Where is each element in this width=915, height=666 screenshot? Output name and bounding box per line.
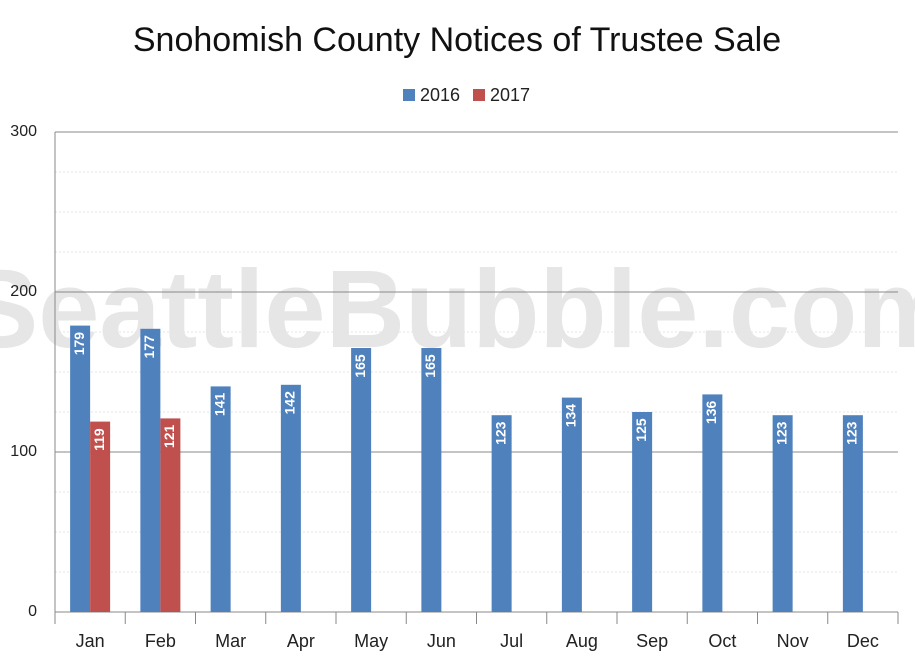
y-tick-label: 100	[10, 443, 37, 460]
value-label: 121	[161, 425, 177, 449]
value-label: 179	[71, 332, 87, 356]
chart-title: Snohomish County Notices of Trustee Sale	[133, 21, 781, 59]
value-label: 134	[563, 404, 579, 428]
bar	[90, 421, 111, 612]
bar	[632, 412, 653, 612]
bar	[210, 386, 231, 612]
y-tick-label: 200	[10, 283, 37, 300]
bar	[491, 415, 512, 612]
value-label: 141	[211, 393, 227, 417]
value-label: 136	[703, 401, 719, 425]
value-label: 123	[844, 421, 860, 445]
x-tick-label: Jun	[427, 631, 456, 651]
x-tick-label: Mar	[215, 631, 246, 651]
x-tick-label: Jan	[76, 631, 105, 651]
value-label: 165	[352, 354, 368, 378]
y-tick-label: 300	[10, 123, 37, 140]
value-label: 123	[492, 421, 508, 445]
bar	[421, 348, 442, 612]
x-tick-label: Oct	[708, 631, 736, 651]
value-label: 123	[773, 421, 789, 445]
value-label: 119	[91, 428, 107, 451]
bar	[702, 394, 723, 612]
legend-label: 2016	[420, 85, 460, 105]
bar	[772, 415, 793, 612]
value-label: 142	[282, 391, 298, 415]
value-label: 165	[422, 354, 438, 378]
x-tick-label: Feb	[145, 631, 176, 651]
bar	[351, 348, 372, 612]
value-label: 177	[141, 335, 157, 359]
legend-swatch	[403, 89, 415, 101]
x-tick-label: Sep	[636, 631, 668, 651]
legend-swatch	[473, 89, 485, 101]
bar	[160, 418, 181, 612]
legend-label: 2017	[490, 85, 530, 105]
x-tick-label: Aug	[566, 631, 598, 651]
y-tick-label: 0	[28, 603, 37, 620]
bar	[280, 384, 301, 612]
bar	[140, 328, 161, 612]
x-tick-label: Nov	[777, 631, 809, 651]
value-label: 125	[633, 418, 649, 442]
x-tick-label: Jul	[500, 631, 523, 651]
x-tick-label: Apr	[287, 631, 315, 651]
bar	[842, 415, 863, 612]
x-tick-label: May	[354, 631, 388, 651]
bar	[561, 397, 582, 612]
watermark: SeattleBubble.com	[0, 248, 915, 371]
x-tick-label: Dec	[847, 631, 879, 651]
bar	[70, 325, 91, 612]
